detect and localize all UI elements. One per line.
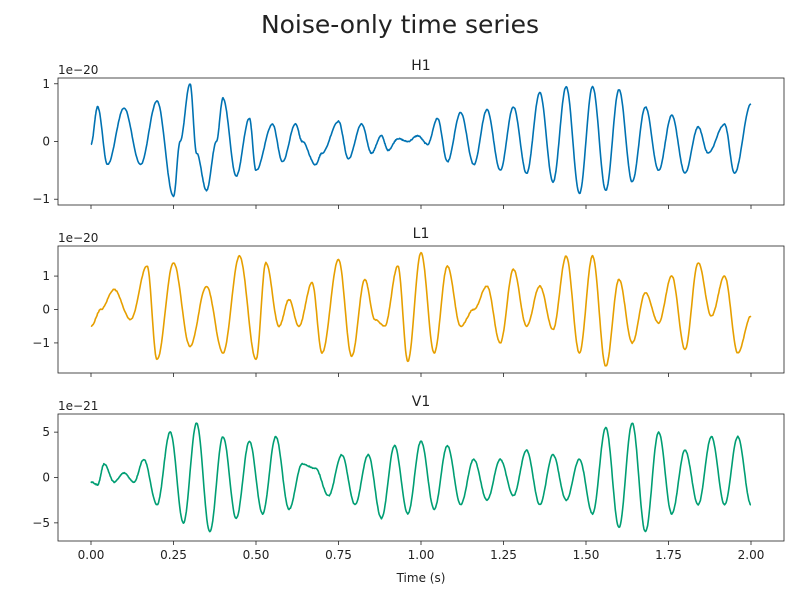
- chart-title: Noise-only time series: [261, 10, 539, 39]
- y-tick-label: −1: [32, 336, 50, 350]
- x-tick-label: 1.25: [490, 548, 517, 562]
- y-tick-label: 0: [42, 303, 50, 317]
- plot-frame: [57, 245, 785, 374]
- y-tick-label: −1: [32, 192, 50, 206]
- series-line-l1: [90, 251, 752, 367]
- x-tick-label: 0.75: [325, 548, 352, 562]
- x-tick-label: 1.00: [408, 548, 435, 562]
- y-tick-label: −5: [32, 516, 50, 530]
- x-tick-label: 0.25: [160, 548, 187, 562]
- x-tick-label: 0.50: [243, 548, 270, 562]
- panel-v1: V1 1e−21 5 0 −5 0.00 0.25 0.50 0.75 1.00 1.25 1.50 1…: [32, 394, 785, 562]
- y-tick-label: 0: [42, 135, 50, 149]
- panel-l1: L1 1e−20 1 0 −1: [32, 226, 785, 377]
- y-tick-label: 1: [42, 77, 50, 91]
- x-tick-label: 1.50: [573, 548, 600, 562]
- series-line-h1: [90, 83, 752, 198]
- panels: H1 1e−20 1 0 −1 L1 1e−20 1 0 −1 V1 1e−21 5 0 −5 0.00 0.2…: [32, 58, 785, 562]
- series-line-v1: [90, 422, 752, 533]
- y-tick-label: 0: [42, 471, 50, 485]
- x-tick-label: 0.00: [78, 548, 105, 562]
- panel-title: V1: [412, 394, 430, 410]
- panel-title: L1: [413, 226, 430, 242]
- plot-frame: [57, 413, 785, 542]
- y-offset-label: 1e−21: [58, 399, 98, 413]
- x-tick-label: 2.00: [738, 548, 765, 562]
- y-tick-label: 1: [42, 269, 50, 283]
- x-axis-label: Time (s): [396, 571, 446, 585]
- panel-title: H1: [411, 58, 430, 74]
- panel-h1: H1 1e−20 1 0 −1: [32, 58, 785, 209]
- y-tick-label: 5: [42, 425, 50, 439]
- x-tick-label: 1.75: [655, 548, 682, 562]
- plot-frame: [57, 77, 785, 206]
- y-offset-label: 1e−20: [58, 231, 98, 245]
- y-offset-label: 1e−20: [58, 63, 98, 77]
